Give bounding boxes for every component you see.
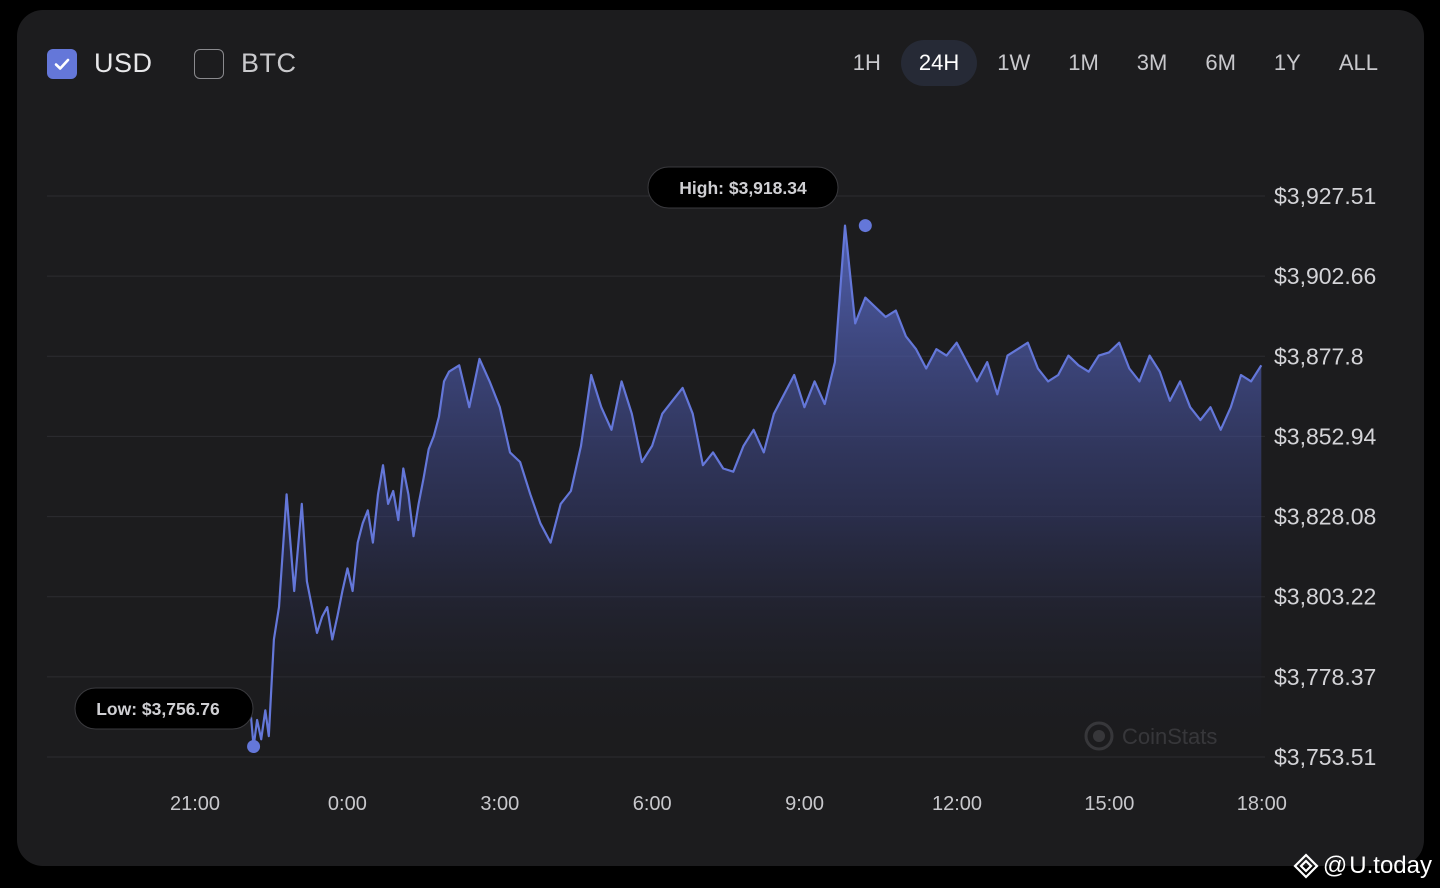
range-tab-1y[interactable]: 1Y: [1273, 50, 1301, 75]
watermark-text: CoinStats: [1122, 724, 1217, 749]
y-tick-label: $3,927.51: [1274, 183, 1376, 209]
x-tick-label: 6:00: [633, 793, 672, 815]
y-tick-label: $3,803.22: [1274, 584, 1376, 610]
y-tick-label: $3,828.08: [1274, 504, 1376, 530]
low-label: Low: $3,756.76: [96, 699, 220, 719]
y-axis: $3,927.51 $3,902.66 $3,877.8 $3,852.94 $3,82…: [1274, 183, 1377, 770]
low-point: [247, 740, 261, 754]
watermark: CoinStats: [1084, 721, 1217, 751]
range-tab-1m[interactable]: 1M: [1068, 50, 1099, 75]
check-icon: [54, 58, 70, 70]
x-axis: 21:00 0:00 3:00 6:00 9:00 12:00 15:00 18:00: [170, 793, 1287, 815]
x-tick-label: 3:00: [480, 793, 519, 815]
y-tick-label: $3,902.66: [1274, 263, 1376, 289]
x-tick-label: 15:00: [1084, 793, 1134, 815]
currency-label-btc: BTC: [241, 48, 297, 78]
x-tick-label: 12:00: [932, 793, 982, 815]
footer-brand-name: U.today: [1349, 852, 1432, 879]
low-marker[interactable]: Low: $3,756.76: [74, 687, 261, 754]
checkbox-checked[interactable]: [47, 48, 77, 79]
price-line: [249, 224, 1263, 748]
high-point: [858, 219, 872, 233]
x-tick-label: 21:00: [170, 793, 220, 815]
high-marker[interactable]: High: $3,918.34: [647, 166, 872, 233]
checkbox-unchecked[interactable]: [194, 48, 224, 79]
range-tab-24h[interactable]: 24H: [900, 40, 978, 86]
range-tab-1w[interactable]: 1W: [997, 50, 1031, 75]
price-area: [251, 225, 1262, 758]
low-label-box: [74, 687, 254, 730]
footer-brand: @ U.today: [1293, 852, 1432, 880]
range-tab-3m[interactable]: 3M: [1136, 50, 1168, 75]
high-label-box: [647, 166, 839, 209]
range-tab-all[interactable]: ALL: [1338, 50, 1378, 75]
currency-label-usd: USD: [94, 48, 153, 78]
brand-logo-icon: [1293, 853, 1319, 879]
x-tick-label: 9:00: [785, 793, 824, 815]
y-tick-label: $3,753.51: [1274, 744, 1376, 770]
range-tab-1h[interactable]: 1H: [852, 50, 881, 75]
x-tick-label: 0:00: [328, 793, 367, 815]
footer-at: @: [1322, 852, 1348, 879]
time-range-selector: 1H 24H 1W 1M 3M 6M 1Y ALL: [833, 40, 1396, 86]
currency-toggle-btc[interactable]: BTC: [194, 48, 297, 79]
high-label: High: $3,918.34: [679, 178, 807, 198]
y-tick-label: $3,778.37: [1274, 664, 1376, 690]
y-tick-label: $3,852.94: [1274, 423, 1377, 449]
currency-toggle-usd[interactable]: USD: [47, 48, 153, 79]
range-tab-6m[interactable]: 6M: [1205, 50, 1236, 75]
y-tick-label: $3,877.8: [1274, 343, 1364, 369]
x-tick-label: 18:00: [1237, 793, 1287, 815]
